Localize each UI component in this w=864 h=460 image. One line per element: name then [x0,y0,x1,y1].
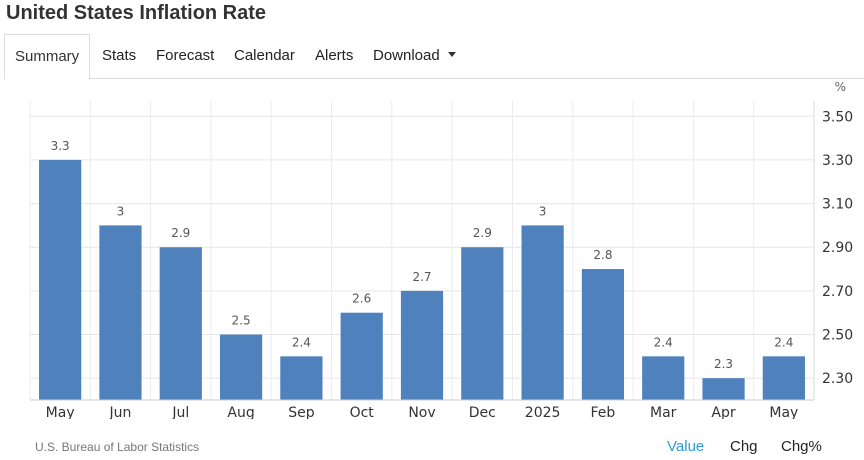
bar-value-label: 2.3 [714,357,733,371]
bar-value-label: 3 [539,204,547,218]
x-tick-label: Jul [171,405,189,419]
toggle-chg[interactable]: Chg [730,438,758,455]
bar-value-label: 3.3 [51,139,70,153]
x-tick-label: Feb [591,405,616,419]
bar [159,247,202,400]
bar-value-label: 2.5 [232,314,251,328]
bar-value-label: 3 [117,204,125,218]
bar-value-label: 2.8 [593,248,612,262]
bar-layer [39,159,805,400]
x-tick-label: Apr [711,405,735,419]
x-tick-label: 2025 [525,405,561,419]
page-title: United States Inflation Rate [6,2,267,24]
bar [219,334,263,400]
y-tick-label: 3.50 [822,109,853,125]
y-tick-label: 2.90 [822,240,853,256]
bar [99,225,142,400]
x-tick-label: Oct [350,405,375,419]
tab-summary[interactable]: Summary [4,34,90,80]
axis-layer: 2.30 2.50 2.70 2.90 3.10 3.30 3.50% May Jun Jul Au… [30,80,853,421]
bar [581,269,625,400]
tab-stats[interactable]: Stats [102,47,137,64]
y-tick-label: 3.10 [822,197,853,213]
bar-value-label: 2.4 [292,335,311,349]
bar [762,356,805,400]
bar-value-label: 2.4 [774,335,793,349]
x-tick-label: Aug [227,405,254,419]
bar [702,378,745,400]
y-tick-label: 2.70 [822,284,853,300]
bar-value-label: 2.9 [473,226,492,240]
bar-value-label: 2.6 [352,292,371,306]
tab-download-label: Download [373,47,440,64]
tab-forecast[interactable]: Forecast [156,47,215,64]
bar [39,159,82,400]
y-tick-label: 3.30 [822,153,853,169]
toggle-chg-pct[interactable]: Chg% [781,438,822,455]
toggle-value[interactable]: Value [667,438,705,455]
bar [340,312,383,400]
bar-value-label: 2.7 [412,270,431,284]
bar [642,356,685,400]
x-tick-label: May [769,405,798,419]
bar [280,356,323,400]
bar-value-label: 2.4 [654,335,673,349]
x-tick-label: Nov [408,405,435,419]
bar [461,247,504,400]
tab-bar: Summary Stats Forecast Calendar Alerts D… [4,34,864,80]
x-tick-label: Mar [650,405,677,419]
x-tick-label: Sep [288,405,315,419]
caret-down-icon [447,51,456,57]
bar [400,290,444,400]
tab-download[interactable]: Download [363,34,466,79]
x-tick-label: Jun [109,405,132,419]
tab-alerts[interactable]: Alerts [315,47,354,64]
tab-calendar[interactable]: Calendar [234,47,295,64]
y-unit-label: % [835,80,846,94]
label-layer: 3.3 3 2.9 2.5 2.4 2.6 2.7 2.9 3 2.8 2.4 2.3 2.4 [51,139,794,371]
x-tick-label: May [46,405,75,419]
x-tick-label: Dec [469,405,496,419]
y-tick-label: 2.30 [822,371,853,387]
chart-area: 3.3 3 2.9 2.5 2.4 2.6 2.7 2.9 3 2.8 2.4 2.3 2.4 2.30… [0,79,864,421]
y-tick-label: 2.50 [822,328,853,344]
bar-chart: 3.3 3 2.9 2.5 2.4 2.6 2.7 2.9 3 2.8 2.4 2.3 2.4 2.30… [29,80,853,421]
bar-value-label: 2.9 [171,226,190,240]
bar [521,225,564,400]
source-text: U.S. Bureau of Labor Statistics [35,440,200,454]
